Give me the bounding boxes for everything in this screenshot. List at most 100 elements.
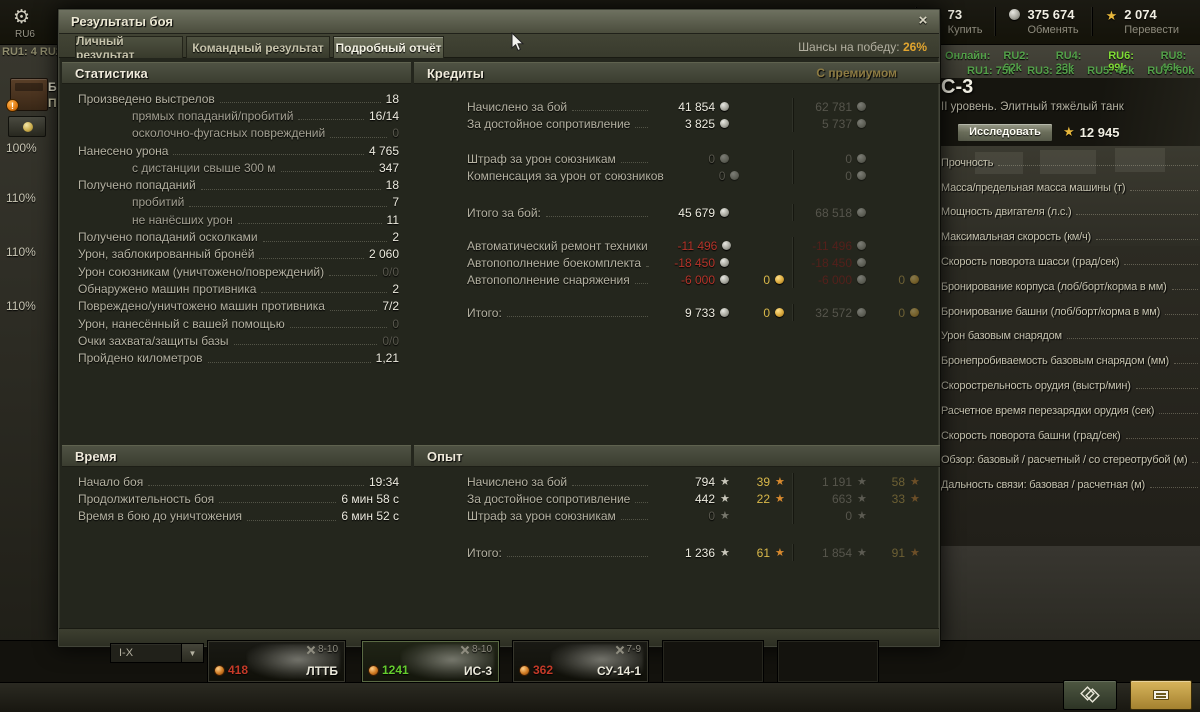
medal-icon [368,664,379,676]
credits-panel: Кредиты С премиумом Начислено за бой 41 … [414,62,940,321]
slot-value: 362 [519,663,553,677]
dialog-title-bar[interactable]: Результаты боя [59,10,939,34]
tank-class: II уровень. Элитный тяжёлый танк [941,101,1124,113]
bottom-bar [0,682,1200,712]
stat-row: осколочно-фугасных повреждений 0 [132,126,399,141]
chevron-down-icon[interactable]: ▼ [182,643,204,663]
exterior-button[interactable] [1063,680,1117,710]
tab-team-result[interactable]: Командный результат [186,36,330,58]
crew-commander-badge-icon[interactable] [8,116,46,137]
gold-amount: 73 [947,7,963,22]
stat-row: Повреждено/уничтожено машин противника 7/… [78,299,399,314]
battle-results-dialog: Результаты боя × Личный результат Команд… [57,8,941,648]
credits-row: Штраф за урон союзникам 0 0 [414,150,940,167]
battle-tiers: 8-10 [307,644,338,655]
online-server: RU4: 33k [1055,50,1082,74]
carousel-slot-su141[interactable]: 7-9 362 СУ-14-1 [513,641,648,682]
online-label: Онлайн: [945,50,991,62]
online-server: RU5: 45k [1087,65,1135,77]
free-xp-star-icon: ★ [1105,9,1118,24]
crossed-swords-icon [461,646,469,654]
credits-row: Начислено за бой 41 854 62 781 [414,98,940,115]
credits-row: За достойное сопротивление 3 825 5 737 [414,115,940,132]
right-column: Кредиты С премиумом Начислено за бой 41 … [414,62,940,628]
crew-skill-percent: 110% [6,245,36,259]
credits-total-battle-row: Итого за бой: 45 679 68 518 [414,204,940,221]
settings-gear-icon[interactable]: ⚙ [13,6,31,28]
tank-image [551,644,643,679]
slot-value: 1241 [368,663,409,677]
carousel-slot-is3[interactable]: 8-10 1241 ИС-3 [362,641,499,682]
server-name: RU6 [14,29,35,40]
online-server: RU1: 75k [967,65,1015,77]
characteristic-row: Обзор: базовый / расчетный / со стереотр… [941,445,1198,470]
time-panel: Время Начало боя 19:34 Продолжительность … [62,445,411,525]
credits-row: Автоматический ремонт техники -11 496 -1… [414,237,940,254]
online-server: RU3: 25k [1027,65,1075,77]
battle-tiers: 8-10 [461,644,492,655]
stat-row: с дистанции свыше 300 м 347 [132,160,399,175]
characteristic-row: Максимальная скорость (км/ч) [941,221,1198,246]
tab-detailed-report[interactable]: Подробный отчёт [333,36,444,58]
stat-row: Обнаружено машин противника 2 [78,281,399,296]
dialog-title: Результаты боя [71,14,173,29]
silver-amount: 375 674 [1027,7,1075,22]
research-button[interactable]: Исследовать [957,123,1053,142]
tank-slot-name: ЛТТБ [306,664,338,678]
freexp-amount: 2 074 [1124,7,1157,22]
experience-row: За достойное сопротивление 442 ★ 22 ★ 663 ★… [414,490,940,507]
stat-row: Произведено выстрелов 18 [78,91,399,106]
stat-row: Пройдено километров 1,21 [78,351,399,366]
characteristic-row: Мощность двигателя (л.с.) [941,197,1198,222]
battle-tiers: 7-9 [616,644,641,655]
stat-row: Очки захвата/защиты базы 0/0 [78,333,399,348]
win-chance: Шансы на победу: 26% [798,40,927,54]
experience-panel: Опыт Начислено за бой 794 ★ 39 ★ 1 191 ★ 58 ★… [414,445,940,561]
carousel-slot-lttb[interactable]: 8-10 418 ЛТТБ [208,641,345,682]
crew-skill-percent: 110% [6,299,36,313]
characteristic-row: Расчетное время перезарядки орудия (сек) [941,395,1198,420]
close-icon[interactable]: × [918,12,928,29]
experience-total-row: Итого: 1 236 ★ 61 ★ 1 854 ★ 91 ★ [414,544,940,561]
carousel-slot-empty[interactable] [663,641,763,682]
research-cost: ★ 12 945 [1063,125,1120,140]
win-chance-value: 26% [902,40,927,54]
characteristic-row: Бронирование башни (лоб/борт/корма в мм) [941,296,1198,321]
crossed-swords-icon [307,646,315,654]
dialog-tab-strip: Личный результат Командный результат Под… [59,34,939,62]
stat-row: Урон, нанесённый с вашей помощью 0 [78,316,399,331]
stat-row: Получено попаданий осколками 2 [78,230,399,245]
premium-chat-button[interactable] [1130,680,1192,710]
carousel-slot-empty[interactable] [778,641,878,682]
stat-row: Урон, заблокированный бронёй 2 060 [78,247,399,262]
time-row: Продолжительность боя 6 мин 58 с [78,491,399,506]
silver-group[interactable]: 375 674 Обменять [995,7,1091,36]
experience-row: Штраф за урон союзникам 0★ ★ 0★★ [414,507,940,524]
characteristic-row: Масса/предельная масса машины (т) [941,172,1198,197]
buy-gold-link[interactable]: Купить [947,24,983,36]
hangar-floor [941,546,1200,640]
credits-row: Компенсация за урон от союзников 0 0 [414,167,940,184]
tank-characteristics-list: Прочность Масса/предельная масса машины … [941,147,1198,494]
freexp-group[interactable]: ★ 2 074 Перевести [1091,7,1192,36]
experience-title: Опыт [427,448,463,464]
medal-icon [519,664,530,676]
keyboard-icon [1153,690,1169,700]
characteristic-row: Бронирование корпуса (лоб/борт/корма в м… [941,271,1198,296]
convert-xp-link[interactable]: Перевести [1124,24,1179,36]
stat-row: Получено попаданий 18 [78,178,399,193]
tank-image [246,644,340,679]
tab-personal-result[interactable]: Личный результат [75,34,183,62]
time-row: Начало боя 19:34 [78,474,399,489]
exchange-link[interactable]: Обменять [1027,24,1079,36]
stat-row: пробитий 7 [132,195,399,210]
dialog-body: Статистика Произведено выстрелов 18 прямы… [60,58,940,628]
stat-row: прямых попаданий/пробитий 16/14 [132,108,399,123]
hangar-right-shade-top [941,45,1200,78]
window-pane [1040,150,1096,174]
time-title: Время [75,448,117,464]
tier-filter-dropdown[interactable]: I-X ▼ [110,643,204,663]
notification-badge: ! [6,99,19,112]
characteristic-row: Скорость поворота шасси (град/сек) [941,246,1198,271]
tier-filter-value[interactable]: I-X [110,643,182,663]
